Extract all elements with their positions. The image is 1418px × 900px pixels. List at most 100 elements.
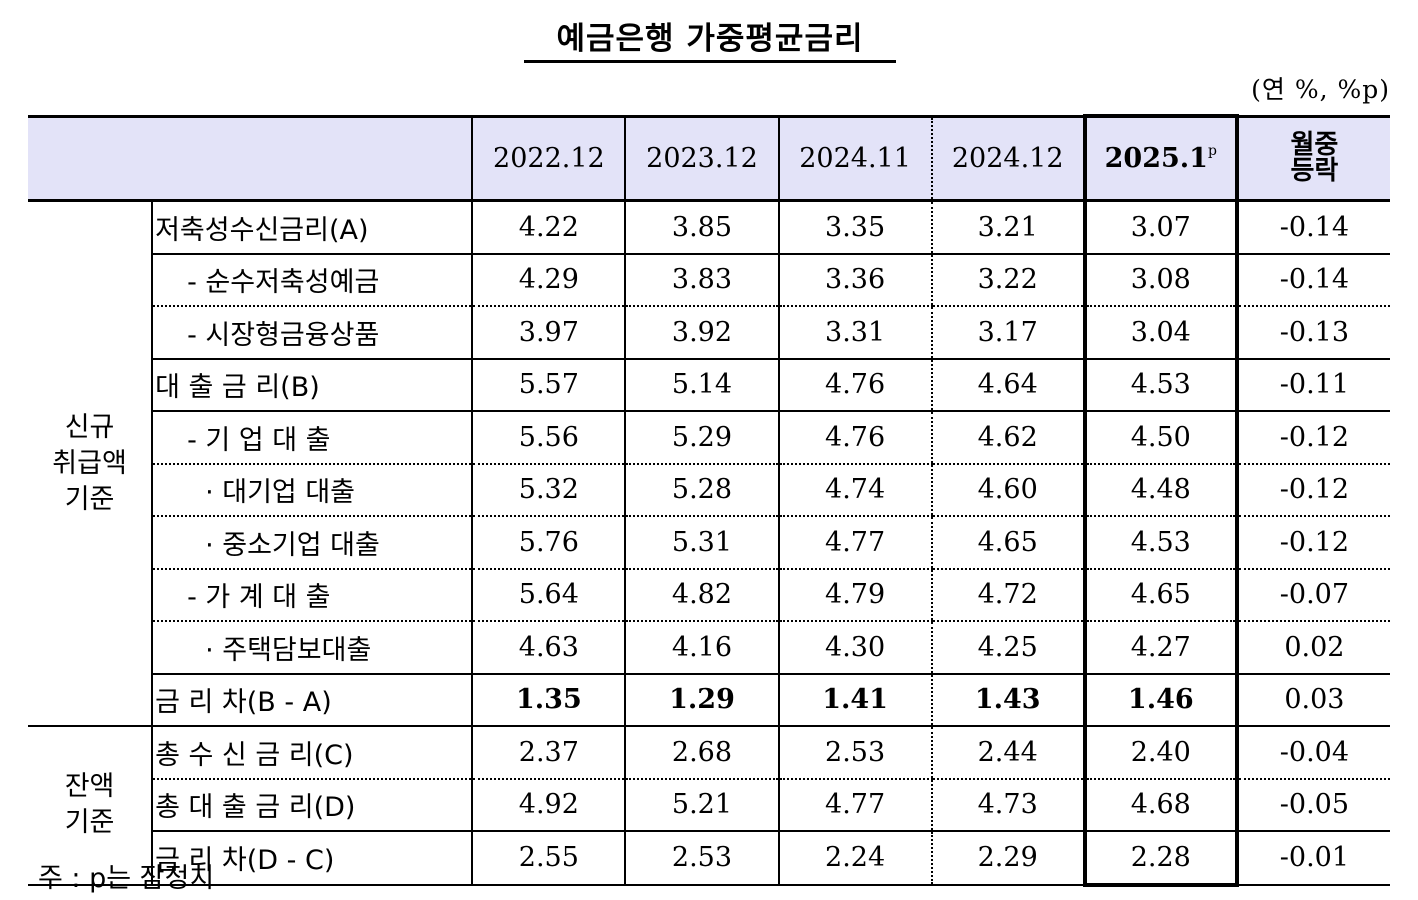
- table-row: · 대기업 대출 5.32 5.28 4.74 4.60 4.48 -0.12: [28, 463, 1390, 517]
- cell-change: -0.14: [1235, 200, 1390, 255]
- page-title: 예금은행 가중평균금리: [524, 20, 896, 63]
- table-row: - 시장형금융상품 3.97 3.92 3.31 3.17 3.04 -0.13: [28, 306, 1390, 360]
- row-label: 총 수 신 금 리(C): [151, 726, 473, 780]
- cell: 5.31: [624, 516, 779, 570]
- group-label-line: 기준: [64, 483, 115, 515]
- cell-change: -0.01: [1235, 831, 1390, 886]
- cell: 4.68: [1082, 778, 1239, 832]
- cell: 4.16: [624, 621, 779, 675]
- row-label: 금 리 차(B - A): [151, 673, 473, 727]
- cell: 1.29: [624, 673, 779, 727]
- cell-change: -0.12: [1235, 411, 1390, 465]
- cell: 2.29: [930, 831, 1085, 886]
- cell: 3.36: [777, 253, 932, 307]
- group-label-line: 취급액: [52, 447, 127, 479]
- row-label: 저축성수신금리(A): [151, 200, 473, 255]
- cell-change: -0.13: [1235, 306, 1390, 360]
- cell-change: -0.14: [1235, 253, 1390, 307]
- cell: 2.53: [777, 726, 932, 780]
- cell: 4.60: [930, 463, 1085, 517]
- row-label: 금 리 차(D - C): [151, 831, 473, 886]
- group-label-new: 신규 취급액 기준: [28, 200, 153, 727]
- group-label-balance: 잔액 기준: [28, 726, 153, 886]
- interest-rate-table: 2022.12 2023.12 2024.11 2024.12 2025.1p …: [28, 114, 1390, 887]
- group-label-line: 잔액: [64, 771, 115, 803]
- cell-change: -0.07: [1235, 568, 1390, 622]
- cell-change: -0.12: [1235, 463, 1390, 517]
- cell: 5.32: [471, 463, 626, 517]
- cell: 2.55: [471, 831, 626, 886]
- column-header: 2024.12: [930, 114, 1085, 202]
- cell: 2.37: [471, 726, 626, 780]
- table-row: 금 리 차(B - A) 1.35 1.29 1.41 1.43 1.46 0.…: [28, 673, 1390, 727]
- row-label: - 기 업 대 출: [151, 411, 473, 465]
- cell: 4.64: [930, 358, 1085, 412]
- row-label: - 순수저축성예금: [151, 253, 473, 307]
- cell: 3.31: [777, 306, 932, 360]
- cell: 4.65: [930, 516, 1085, 570]
- cell: 3.83: [624, 253, 779, 307]
- column-header-text: 2025.1: [1104, 143, 1208, 174]
- cell: 4.62: [930, 411, 1085, 465]
- cell: 3.85: [624, 200, 779, 255]
- footnote: 주 : p는 잠정치: [38, 863, 215, 894]
- column-header-highlight: 2025.1p: [1082, 114, 1239, 202]
- group-label-line: 신규: [64, 411, 115, 443]
- cell-change: 0.03: [1235, 673, 1390, 727]
- table-row: 잔액 기준 총 수 신 금 리(C) 2.37 2.68 2.53 2.44 2…: [28, 726, 1390, 886]
- cell: 4.72: [930, 568, 1085, 622]
- cell: 3.22: [930, 253, 1085, 307]
- change-label-line1: 월중: [1290, 130, 1339, 161]
- table-row: - 기 업 대 출 5.56 5.29 4.76 4.62 4.50 -0.12: [28, 411, 1390, 465]
- row-label: · 주택담보대출: [151, 621, 473, 675]
- cell: 4.50: [1082, 411, 1239, 465]
- cell: 2.28: [1082, 831, 1239, 887]
- column-header: 2022.12: [471, 114, 626, 202]
- cell-change: 0.02: [1235, 621, 1390, 675]
- cell: 3.35: [777, 200, 932, 255]
- cell: 4.79: [777, 568, 932, 622]
- cell-change: -0.05: [1235, 778, 1390, 832]
- cell: 5.64: [471, 568, 626, 622]
- cell: 4.53: [1082, 358, 1239, 412]
- cell: 4.25: [930, 621, 1085, 675]
- table-row: · 중소기업 대출 5.76 5.31 4.77 4.65 4.53 -0.12: [28, 516, 1390, 570]
- cell: 3.07: [1082, 200, 1239, 255]
- cell: 5.28: [624, 463, 779, 517]
- cell: 1.35: [471, 673, 626, 727]
- cell: 5.29: [624, 411, 779, 465]
- cell: 3.04: [1082, 306, 1239, 360]
- cell: 4.48: [1082, 463, 1239, 517]
- table-row: - 순수저축성예금 4.29 3.83 3.36 3.22 3.08 -0.14: [28, 253, 1390, 307]
- title-text: 예금은행 가중평균금리: [556, 21, 864, 57]
- cell: 4.27: [1082, 621, 1239, 675]
- row-label: - 가 계 대 출: [151, 568, 473, 622]
- cell: 4.77: [777, 516, 932, 570]
- cell: 3.17: [930, 306, 1085, 360]
- column-header-change: 월중 등락: [1235, 114, 1390, 202]
- unit-label: (연 %, %p): [1251, 75, 1390, 104]
- cell: 4.74: [777, 463, 932, 517]
- cell: 3.92: [624, 306, 779, 360]
- table-row: · 주택담보대출 4.63 4.16 4.30 4.25 4.27 0.02: [28, 621, 1390, 675]
- cell: 4.73: [930, 778, 1085, 832]
- table-row: - 가 계 대 출 5.64 4.82 4.79 4.72 4.65 -0.07: [28, 568, 1390, 622]
- cell: 4.63: [471, 621, 626, 675]
- cell: 2.53: [624, 831, 779, 886]
- cell: 3.08: [1082, 253, 1239, 307]
- cell: 4.30: [777, 621, 932, 675]
- cell: 5.56: [471, 411, 626, 465]
- cell: 4.22: [471, 200, 626, 255]
- cell: 2.40: [1082, 726, 1239, 780]
- cell: 5.14: [624, 358, 779, 412]
- row-label: 총 대 출 금 리(D): [151, 778, 473, 832]
- cell: 3.21: [930, 200, 1085, 255]
- table-row: 총 대 출 금 리(D) 4.92 5.21 4.77 4.73 4.68 -0…: [28, 778, 1390, 832]
- cell-change: -0.12: [1235, 516, 1390, 570]
- cell: 4.53: [1082, 516, 1239, 570]
- cell: 2.44: [930, 726, 1085, 780]
- cell: 4.82: [624, 568, 779, 622]
- change-label-line2: 등락: [1290, 156, 1339, 187]
- group-label-line: 기준: [64, 807, 115, 839]
- cell: 4.29: [471, 253, 626, 307]
